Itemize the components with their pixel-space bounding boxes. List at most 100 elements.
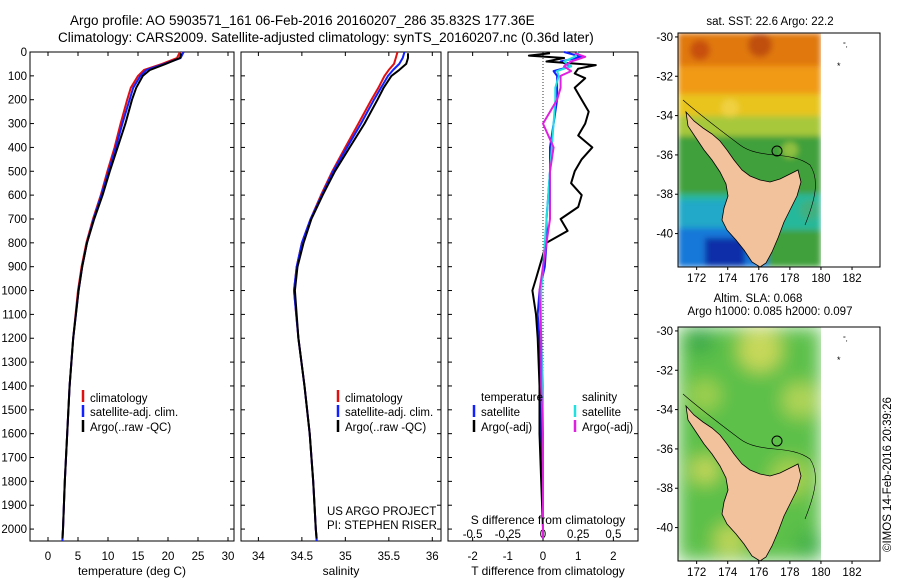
legend-label-satellite: satellite-adj. clim. [345,407,433,419]
legend-label-t-satellite: satellite [481,407,520,419]
series-line-satellite-adj-clim [61,51,185,542]
y-tick-label: 900 [8,262,27,274]
series-line-argo-adj-salinity [538,52,587,539]
x-tick-label: 2 [610,551,616,563]
y-tick-label: 1000 [1,286,27,298]
x-tick-label: 30 [222,551,235,563]
map-x-tick-label: 180 [811,273,830,285]
legend-label-s-satellite: satellite [582,407,621,419]
x-tick-label: 15 [132,551,145,563]
map-y-tick-label: -36 [656,444,673,456]
map-y-tick-label: -36 [656,150,673,162]
series-line-argo-raw-qc [61,52,183,539]
project-name: US ARGO PROJECT [327,506,436,518]
island-marker: * [837,355,841,365]
legend-label-argo: Argo(..raw -QC) [345,422,426,434]
series-line-climatology [293,51,399,542]
y-tick-label: 100 [8,71,27,83]
legend-title-temperature: temperature [481,392,543,404]
map-x-tick-label: 182 [842,567,861,579]
x-tick-label: 34 [252,551,265,563]
map-x-tick-label: 172 [687,273,706,285]
island-marker: * [837,61,841,71]
map-y-tick-label: -30 [656,32,673,44]
x-tick-label: 35.5 [378,551,400,563]
legend-label-satellite: satellite-adj. clim. [90,407,178,419]
island-marker: °, [843,41,848,49]
y-tick-label: 2000 [1,524,27,536]
y-tick-label: 1400 [1,381,27,393]
map-x-tick-label: 178 [780,567,799,579]
legend-label-argo: Argo(..raw -QC) [90,422,171,434]
x-tick-label-secondary: 0.25 [567,529,589,541]
map-x-tick-label: 176 [749,567,768,579]
map-x-tick-label: 178 [780,273,799,285]
x-tick-label: 35 [339,551,352,563]
principal-investigator: PI: STEPHEN RISER [327,520,437,532]
temperature-legend: climatology satellite-adj. clim. Argo(..… [81,390,178,434]
y-tick-label: 700 [8,214,27,226]
x-tick-label: 34.5 [291,551,313,563]
s-difference-axis-label: S difference from climatology [471,513,626,527]
argo-float-marker [771,435,783,447]
map-x-tick-label: 174 [718,567,738,579]
sst-contour-line [682,99,816,226]
legend-label-climatology: climatology [90,393,148,405]
x-tick-label: 25 [192,551,205,563]
new-zealand-land [685,110,802,267]
series-line-satellite-adj-clim [293,51,406,542]
argo-float-marker [771,145,783,157]
y-tick-label: 1900 [1,500,27,512]
x-tick-label: 20 [162,551,175,563]
sla-map: * °, [677,326,881,562]
header-line-1: Argo profile: AO 5903571_161 06-Feb-2016… [70,13,535,28]
y-tick-label: 400 [8,142,27,154]
sla-map-title-line-2: Argo h1000: 0.085 h2000: 0.097 [688,306,853,318]
y-tick-label: 300 [8,119,27,131]
series-line-satellite-salinity [540,51,580,539]
x-tick-label-secondary: -0.25 [495,529,521,541]
map-y-tick-label: -38 [656,189,673,201]
x-tick-label: 10 [102,551,115,563]
temperature-panel-frame [29,51,235,542]
legend-label-climatology: climatology [345,393,403,405]
salinity-axis-label: salinity [323,564,360,578]
x-tick-label-secondary: 0.5 [605,529,621,541]
x-tick-label: 1 [575,551,581,563]
new-zealand-land [685,404,802,561]
x-tick-label: 0 [540,551,546,563]
credit-stamp: ©IMOS 14-Feb-2016 20:39:26 [882,397,894,552]
series-line-argo-adj [527,52,597,539]
y-tick-label: 1100 [2,309,27,321]
series-line-argo-raw-qc [293,53,409,539]
island-marker: °, [843,335,848,343]
y-tick-label: 800 [8,238,27,250]
map-y-tick-label: -32 [656,71,673,83]
x-tick-label: -1 [503,551,513,563]
y-tick-label: 1800 [1,476,27,488]
salinity-panel-frame [240,51,442,542]
map-x-tick-label: 180 [811,567,830,579]
sst-map-title: sat. SST: 22.6 Argo: 22.2 [706,16,833,28]
x-tick-label: 5 [75,551,81,563]
map-y-tick-label: -40 [656,523,673,535]
y-tick-label: 1300 [1,357,27,369]
y-tick-label: 0 [21,47,27,59]
map-x-tick-label: 176 [749,273,768,285]
map-y-tick-label: -38 [656,483,673,495]
y-tick-label: 500 [8,166,27,178]
sst-map: * °, [677,32,881,268]
map-x-tick-label: 174 [718,273,738,285]
x-tick-label: -2 [468,551,478,563]
map-x-tick-label: 172 [687,567,706,579]
x-tick-label: 0 [45,551,51,563]
legend-label-t-argo: Argo(-adj) [481,422,532,434]
map-y-tick-label: -40 [656,229,673,241]
map-y-tick-label: -34 [656,111,673,123]
map-y-tick-label: -34 [656,405,673,417]
legend-title-salinity: salinity [582,392,617,404]
map-y-tick-label: -32 [656,365,673,377]
y-tick-label: 1200 [1,333,27,345]
salinity-legend: climatology satellite-adj. clim. Argo(..… [336,390,433,434]
